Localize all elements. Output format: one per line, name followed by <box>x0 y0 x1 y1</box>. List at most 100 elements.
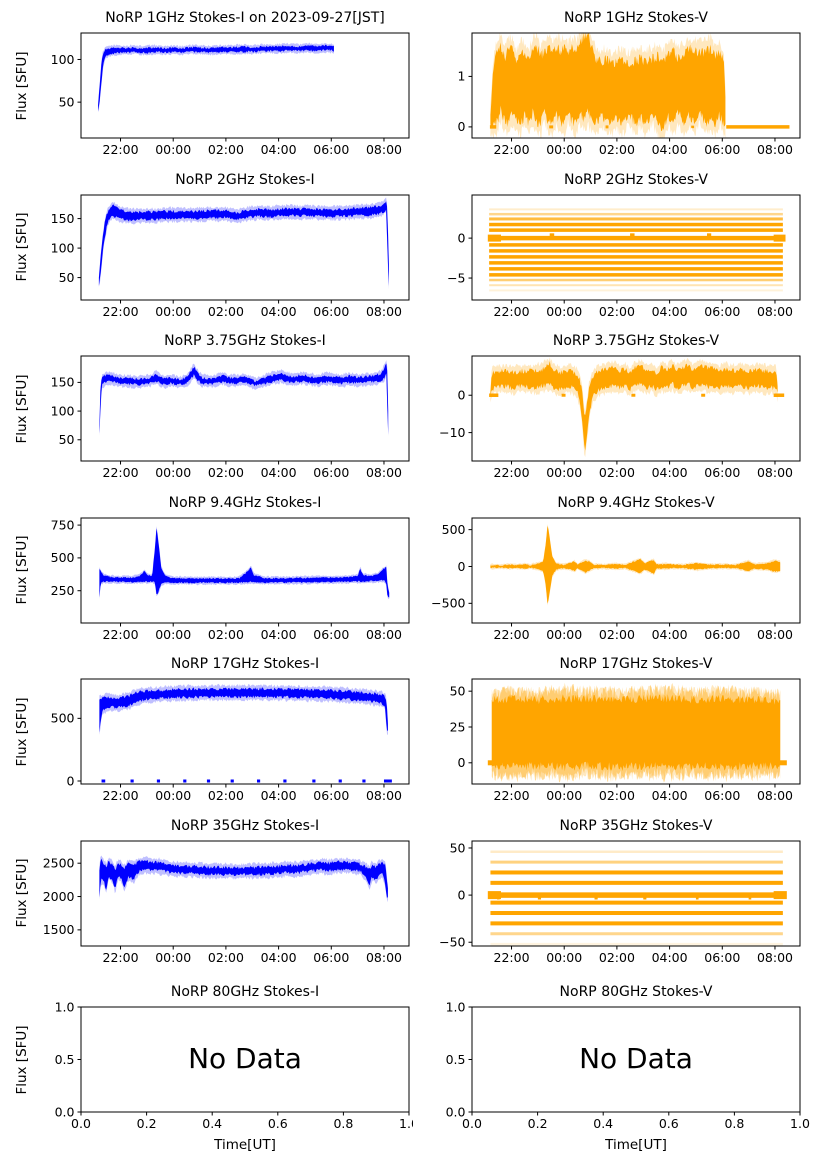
y-axis-label: Flux [SFU] <box>14 535 30 605</box>
svg-text:22:00: 22:00 <box>103 627 139 642</box>
svg-text:00:00: 00:00 <box>155 142 191 157</box>
svg-text:100: 100 <box>51 403 75 418</box>
svg-text:2000: 2000 <box>43 888 75 903</box>
svg-text:1500: 1500 <box>43 922 75 937</box>
svg-text:04:00: 04:00 <box>652 627 688 642</box>
svg-text:1.0: 1.0 <box>55 999 75 1014</box>
svg-text:25: 25 <box>450 719 466 734</box>
svg-text:00:00: 00:00 <box>155 627 191 642</box>
svg-text:06:00: 06:00 <box>313 627 349 642</box>
plot-canvas-2ghz-stokes-i: 22:00 00:00 02:00 04:00 06:00 08:00 50 100 150 <box>51 194 410 319</box>
plot-title: NoRP 2GHz Stokes-V <box>563 171 708 188</box>
svg-text:0.5: 0.5 <box>446 1052 466 1067</box>
svg-text:02:00: 02:00 <box>599 142 635 157</box>
panel-1ghz-stokes-v: 22:00 00:00 02:00 04:00 06:00 08:00 0 1 NoRP 1G… <box>413 0 827 162</box>
svg-text:06:00: 06:00 <box>704 465 740 480</box>
y-axis-label: Flux [SFU] <box>14 1024 30 1095</box>
svg-text:22:00: 22:00 <box>103 142 139 157</box>
panel-9-4ghz-stokes-i: 22:00 00:00 02:00 04:00 06:00 08:00 250 500 750 … <box>0 485 413 647</box>
plot-canvas-3-75ghz-stokes-v: 22:00 00:00 02:00 04:00 06:00 08:00 0 −10 <box>439 355 801 480</box>
no-data-label: No Data <box>579 1042 693 1075</box>
svg-text:0.0: 0.0 <box>446 1104 466 1119</box>
plot-title: NoRP 9.4GHz Stokes-I <box>168 494 322 511</box>
svg-text:08:00: 08:00 <box>366 627 402 642</box>
svg-text:50: 50 <box>59 269 75 284</box>
panel-3-75ghz-stokes-v: 22:00 00:00 02:00 04:00 06:00 08:00 0 −10 NoRP … <box>413 323 827 485</box>
plot-title: NoRP 80GHz Stokes-I <box>170 984 320 1000</box>
svg-text:04:00: 04:00 <box>652 304 688 319</box>
panel-17ghz-stokes-i: 22:00 00:00 02:00 04:00 06:00 08:00 0 500 NoRP … <box>0 646 413 808</box>
svg-text:0.6: 0.6 <box>659 1116 679 1131</box>
svg-text:00:00: 00:00 <box>155 950 191 965</box>
svg-text:08:00: 08:00 <box>366 304 402 319</box>
svg-text:04:00: 04:00 <box>652 950 688 965</box>
svg-text:−10: −10 <box>439 425 465 440</box>
svg-text:22:00: 22:00 <box>103 788 139 803</box>
svg-text:22:00: 22:00 <box>494 142 530 157</box>
svg-text:08:00: 08:00 <box>757 304 793 319</box>
svg-text:04:00: 04:00 <box>652 788 688 803</box>
svg-text:06:00: 06:00 <box>704 304 740 319</box>
svg-text:04:00: 04:00 <box>261 950 297 965</box>
svg-text:100: 100 <box>51 52 75 67</box>
svg-text:00:00: 00:00 <box>155 304 191 319</box>
svg-text:1.0: 1.0 <box>446 999 466 1014</box>
svg-text:1.0: 1.0 <box>399 1116 413 1131</box>
svg-text:500: 500 <box>51 550 75 565</box>
svg-text:0.0: 0.0 <box>55 1104 75 1119</box>
svg-text:22:00: 22:00 <box>103 465 139 480</box>
svg-text:08:00: 08:00 <box>366 788 402 803</box>
panel-80ghz-stokes-v: 0.0 0.2 0.4 0.6 0.8 1.0 0.0 0.5 1.0 NoRP 80GHz S… <box>413 969 827 1169</box>
svg-text:02:00: 02:00 <box>599 950 635 965</box>
svg-text:22:00: 22:00 <box>494 950 530 965</box>
svg-text:00:00: 00:00 <box>546 304 582 319</box>
plot-canvas-17ghz-stokes-i: 22:00 00:00 02:00 04:00 06:00 08:00 0 500 <box>51 678 410 803</box>
y-axis-label: Flux [SFU] <box>14 212 30 282</box>
plot-canvas-35ghz-stokes-v: 22:00 00:00 02:00 04:00 06:00 08:00 50 0 −50 <box>439 840 801 965</box>
plot-canvas-1ghz-stokes-v: 22:00 00:00 02:00 04:00 06:00 08:00 0 1 <box>458 32 801 157</box>
svg-text:150: 150 <box>51 375 75 390</box>
svg-text:0: 0 <box>458 755 466 770</box>
plot-canvas-9-4ghz-stokes-i: 22:00 00:00 02:00 04:00 06:00 08:00 250 500 750 <box>51 517 410 642</box>
svg-text:02:00: 02:00 <box>599 788 635 803</box>
plot-title: NoRP 1GHz Stokes-V <box>563 10 708 26</box>
plot-title: NoRP 35GHz Stokes-I <box>170 817 320 834</box>
svg-text:00:00: 00:00 <box>155 788 191 803</box>
svg-text:06:00: 06:00 <box>313 788 349 803</box>
x-axis-label: Time[UT] <box>605 1137 667 1153</box>
svg-text:0.6: 0.6 <box>268 1116 288 1131</box>
svg-text:06:00: 06:00 <box>313 142 349 157</box>
svg-text:0.8: 0.8 <box>724 1116 744 1131</box>
svg-text:−5: −5 <box>447 270 465 285</box>
svg-text:0.4: 0.4 <box>202 1116 222 1131</box>
svg-text:06:00: 06:00 <box>313 465 349 480</box>
plot-title: NoRP 17GHz Stokes-V <box>559 656 713 672</box>
svg-text:02:00: 02:00 <box>599 304 635 319</box>
svg-text:02:00: 02:00 <box>208 950 244 965</box>
plot-title: NoRP 80GHz Stokes-V <box>559 984 713 1000</box>
panel-17ghz-stokes-v: 22:00 00:00 02:00 04:00 06:00 08:00 0 25 50 NoRP… <box>413 646 827 808</box>
svg-text:08:00: 08:00 <box>366 950 402 965</box>
plot-title: NoRP 9.4GHz Stokes-V <box>557 494 715 511</box>
svg-text:08:00: 08:00 <box>366 142 402 157</box>
svg-text:0: 0 <box>458 119 466 134</box>
plot-canvas-35ghz-stokes-i: 22:00 00:00 02:00 04:00 06:00 08:00 1500 2000 25… <box>43 840 410 965</box>
svg-text:22:00: 22:00 <box>103 304 139 319</box>
svg-text:0: 0 <box>458 230 466 245</box>
svg-text:00:00: 00:00 <box>155 465 191 480</box>
svg-text:06:00: 06:00 <box>704 788 740 803</box>
svg-text:50: 50 <box>59 94 75 109</box>
svg-text:50: 50 <box>59 432 75 447</box>
svg-text:08:00: 08:00 <box>757 465 793 480</box>
svg-text:22:00: 22:00 <box>494 627 530 642</box>
svg-text:250: 250 <box>51 583 75 598</box>
svg-text:750: 750 <box>51 517 75 532</box>
plot-canvas-80ghz-stokes-i: 0.0 0.2 0.4 0.6 0.8 1.0 0.0 0.5 1.0 <box>55 999 413 1131</box>
svg-text:06:00: 06:00 <box>313 304 349 319</box>
svg-text:00:00: 00:00 <box>546 627 582 642</box>
panel-1ghz-stokes-i: 22:00 00:00 02:00 04:00 06:00 08:00 50 100 NoRP… <box>0 0 413 162</box>
svg-text:04:00: 04:00 <box>261 627 297 642</box>
y-axis-label: Flux [SFU] <box>14 858 30 928</box>
panel-35ghz-stokes-v: 22:00 00:00 02:00 04:00 06:00 08:00 50 0 −50 NoR… <box>413 808 827 970</box>
